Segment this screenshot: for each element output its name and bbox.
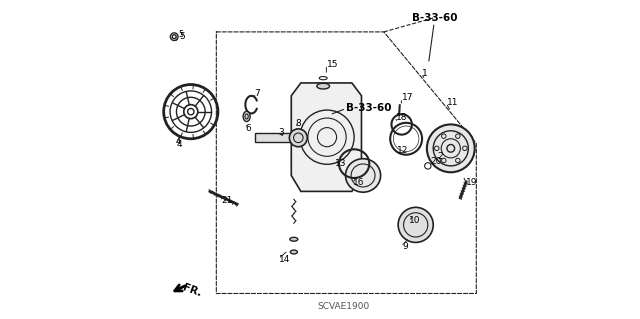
- Text: 11: 11: [447, 98, 458, 107]
- Text: 19: 19: [466, 178, 477, 187]
- Text: FR.: FR.: [181, 282, 203, 298]
- Ellipse shape: [346, 159, 381, 192]
- Text: B-33-60: B-33-60: [412, 12, 458, 23]
- Circle shape: [427, 124, 475, 172]
- Text: 3: 3: [278, 128, 284, 137]
- Text: 21: 21: [221, 196, 233, 205]
- Text: 9: 9: [402, 242, 408, 251]
- Ellipse shape: [317, 83, 330, 89]
- Text: 16: 16: [353, 178, 364, 187]
- Text: 5: 5: [179, 30, 184, 39]
- Circle shape: [398, 207, 433, 242]
- Circle shape: [289, 129, 307, 147]
- Text: 6: 6: [246, 124, 252, 133]
- Polygon shape: [291, 83, 362, 191]
- Text: 1: 1: [422, 69, 428, 78]
- Ellipse shape: [291, 250, 298, 254]
- Ellipse shape: [290, 237, 298, 241]
- Text: 17: 17: [403, 93, 414, 102]
- Text: 8: 8: [296, 119, 301, 128]
- Text: 20: 20: [430, 157, 442, 166]
- Text: 7: 7: [254, 89, 260, 98]
- Text: 12: 12: [397, 146, 408, 155]
- Text: B-33-60: B-33-60: [346, 103, 392, 114]
- Text: 2: 2: [437, 152, 443, 161]
- Text: 18: 18: [396, 113, 407, 122]
- Text: 10: 10: [410, 216, 421, 225]
- Text: SCVAE1900: SCVAE1900: [318, 302, 370, 311]
- Text: 15: 15: [327, 60, 339, 69]
- Text: 5: 5: [179, 32, 185, 41]
- Text: 4: 4: [177, 140, 182, 149]
- Text: 13: 13: [335, 159, 346, 168]
- Text: 14: 14: [279, 255, 291, 263]
- Ellipse shape: [243, 111, 250, 122]
- Bar: [255, 133, 291, 142]
- Text: 4: 4: [176, 137, 181, 146]
